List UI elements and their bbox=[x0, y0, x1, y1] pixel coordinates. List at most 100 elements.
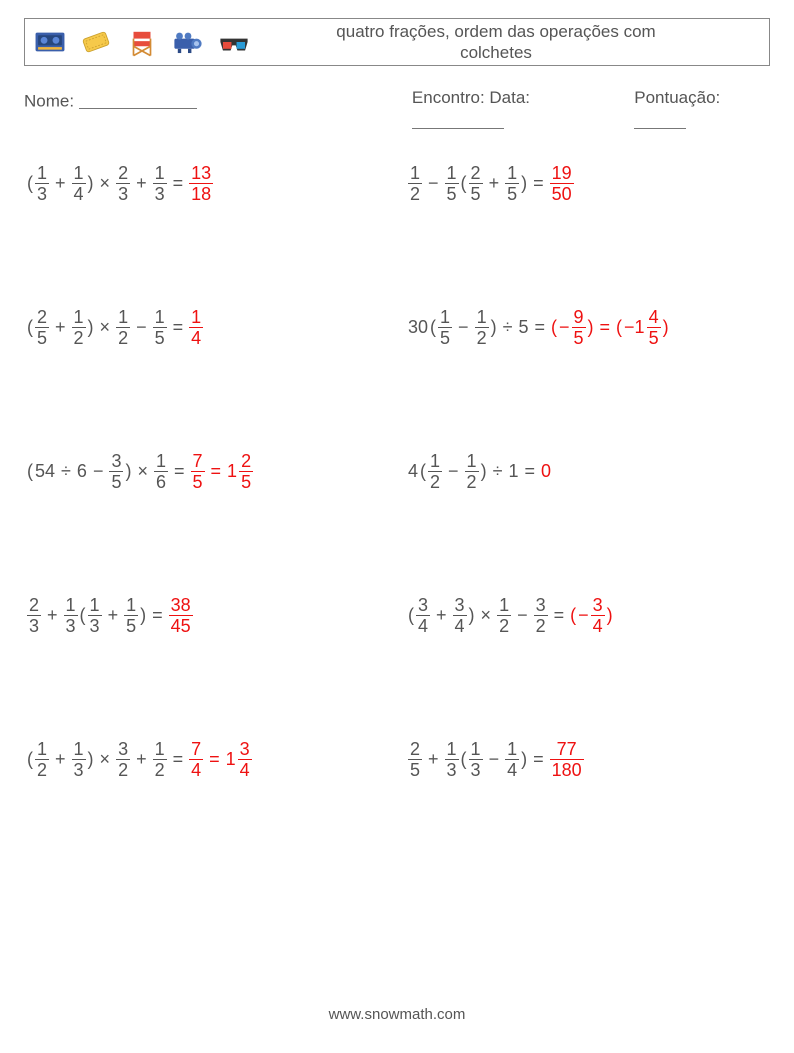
whole-number: 54 bbox=[34, 461, 56, 482]
operator: × bbox=[476, 605, 497, 626]
operator: = bbox=[549, 605, 570, 626]
vhs-tape-icon bbox=[33, 25, 67, 59]
numerator: 1 bbox=[116, 308, 130, 327]
fraction: 13 bbox=[469, 740, 483, 779]
denominator: 4 bbox=[416, 615, 430, 635]
operator: = bbox=[168, 749, 189, 770]
operator: = bbox=[528, 749, 549, 770]
denominator: 18 bbox=[189, 183, 213, 203]
numerator: 1 bbox=[153, 308, 167, 327]
operator: − bbox=[484, 749, 505, 770]
numerator: 9 bbox=[572, 308, 586, 327]
denominator: 2 bbox=[35, 759, 49, 779]
operator: − bbox=[512, 605, 533, 626]
numerator: 1 bbox=[408, 164, 422, 183]
denominator: 180 bbox=[550, 759, 584, 779]
denominator: 5 bbox=[191, 471, 205, 491]
numerator: 1 bbox=[428, 452, 442, 471]
paren: ) bbox=[124, 461, 132, 482]
paren: ) bbox=[87, 173, 95, 194]
fraction: 13 bbox=[88, 596, 102, 635]
paren: ) bbox=[87, 749, 95, 770]
operator: + bbox=[50, 317, 71, 338]
fraction: 14 bbox=[189, 308, 203, 347]
denominator: 5 bbox=[572, 327, 586, 347]
denominator: 4 bbox=[591, 615, 605, 635]
numerator: 19 bbox=[550, 164, 574, 183]
fraction: 34 bbox=[416, 596, 430, 635]
paren: ) bbox=[662, 317, 670, 338]
fraction: 12 bbox=[465, 452, 479, 491]
denominator: 5 bbox=[35, 327, 49, 347]
numerator: 2 bbox=[27, 596, 41, 615]
denominator: 5 bbox=[153, 327, 167, 347]
operator: + bbox=[42, 605, 63, 626]
paren: ( bbox=[460, 173, 468, 194]
fraction: 75 bbox=[191, 452, 205, 491]
fraction: 3845 bbox=[169, 596, 193, 635]
denominator: 5 bbox=[239, 471, 253, 491]
score-blank bbox=[634, 110, 686, 129]
operator: × bbox=[132, 461, 153, 482]
fraction: 12 bbox=[72, 308, 86, 347]
fraction: 15 bbox=[153, 308, 167, 347]
operator: ÷ bbox=[498, 317, 518, 338]
paren: ) bbox=[87, 317, 95, 338]
denominator: 3 bbox=[72, 759, 86, 779]
operator: × bbox=[95, 317, 116, 338]
numerator: 1 bbox=[465, 452, 479, 471]
3d-glasses-icon bbox=[217, 25, 251, 59]
name-label: Nome: bbox=[24, 92, 74, 111]
numerator: 3 bbox=[416, 596, 430, 615]
operator: = bbox=[519, 461, 540, 482]
problem-9: (12+13)×32+12=74=134 bbox=[26, 738, 387, 782]
footer-text: www.snowmath.com bbox=[0, 1006, 794, 1023]
projector-icon bbox=[171, 25, 205, 59]
paren: ( bbox=[550, 317, 558, 338]
paren: ) bbox=[606, 605, 614, 626]
whole-number: 4 bbox=[407, 461, 419, 482]
denominator: 3 bbox=[64, 615, 78, 635]
numerator: 1 bbox=[469, 740, 483, 759]
denominator: 5 bbox=[505, 183, 519, 203]
info-row: Nome: Encontro: Data: Pontuação: bbox=[24, 88, 770, 132]
problem-2: 12−15(25+15)=1950 bbox=[407, 162, 768, 206]
numerator: 3 bbox=[591, 596, 605, 615]
operator: = bbox=[529, 317, 550, 338]
operator: + bbox=[484, 173, 505, 194]
fraction: 35 bbox=[109, 452, 123, 491]
problem-3: (25+12)×12−15=14 bbox=[26, 306, 387, 350]
denominator: 3 bbox=[153, 183, 167, 203]
denominator: 2 bbox=[534, 615, 548, 635]
whole-number: 1 bbox=[226, 461, 238, 482]
problem-7: 23+13(13+15)=3845 bbox=[26, 594, 387, 638]
fraction: 12 bbox=[35, 740, 49, 779]
fraction: 23 bbox=[116, 164, 130, 203]
operator: − bbox=[423, 173, 444, 194]
denominator: 2 bbox=[497, 615, 511, 635]
numerator: 1 bbox=[154, 452, 168, 471]
director-chair-icon bbox=[125, 25, 159, 59]
whole-number: 0 bbox=[540, 461, 552, 482]
numerator: 1 bbox=[445, 740, 459, 759]
paren: ) bbox=[468, 605, 476, 626]
numerator: 1 bbox=[88, 596, 102, 615]
denominator: 4 bbox=[72, 183, 86, 203]
score-label: Pontuação: bbox=[634, 88, 720, 107]
denominator: 5 bbox=[109, 471, 123, 491]
worksheet-header: quatro frações, ordem das operações com … bbox=[24, 18, 770, 66]
paren: ( bbox=[26, 173, 34, 194]
whole-number: −1 bbox=[623, 317, 646, 338]
fraction: 12 bbox=[153, 740, 167, 779]
denominator: 5 bbox=[438, 327, 452, 347]
operator: − bbox=[88, 461, 109, 482]
paren: ( bbox=[615, 317, 623, 338]
whole-number: 1 bbox=[507, 461, 519, 482]
denominator: 4 bbox=[505, 759, 519, 779]
denominator: 2 bbox=[116, 327, 130, 347]
paren: ( bbox=[460, 749, 468, 770]
operator: + bbox=[50, 173, 71, 194]
numerator: 38 bbox=[169, 596, 193, 615]
operator: + bbox=[131, 749, 152, 770]
denominator: 5 bbox=[647, 327, 661, 347]
